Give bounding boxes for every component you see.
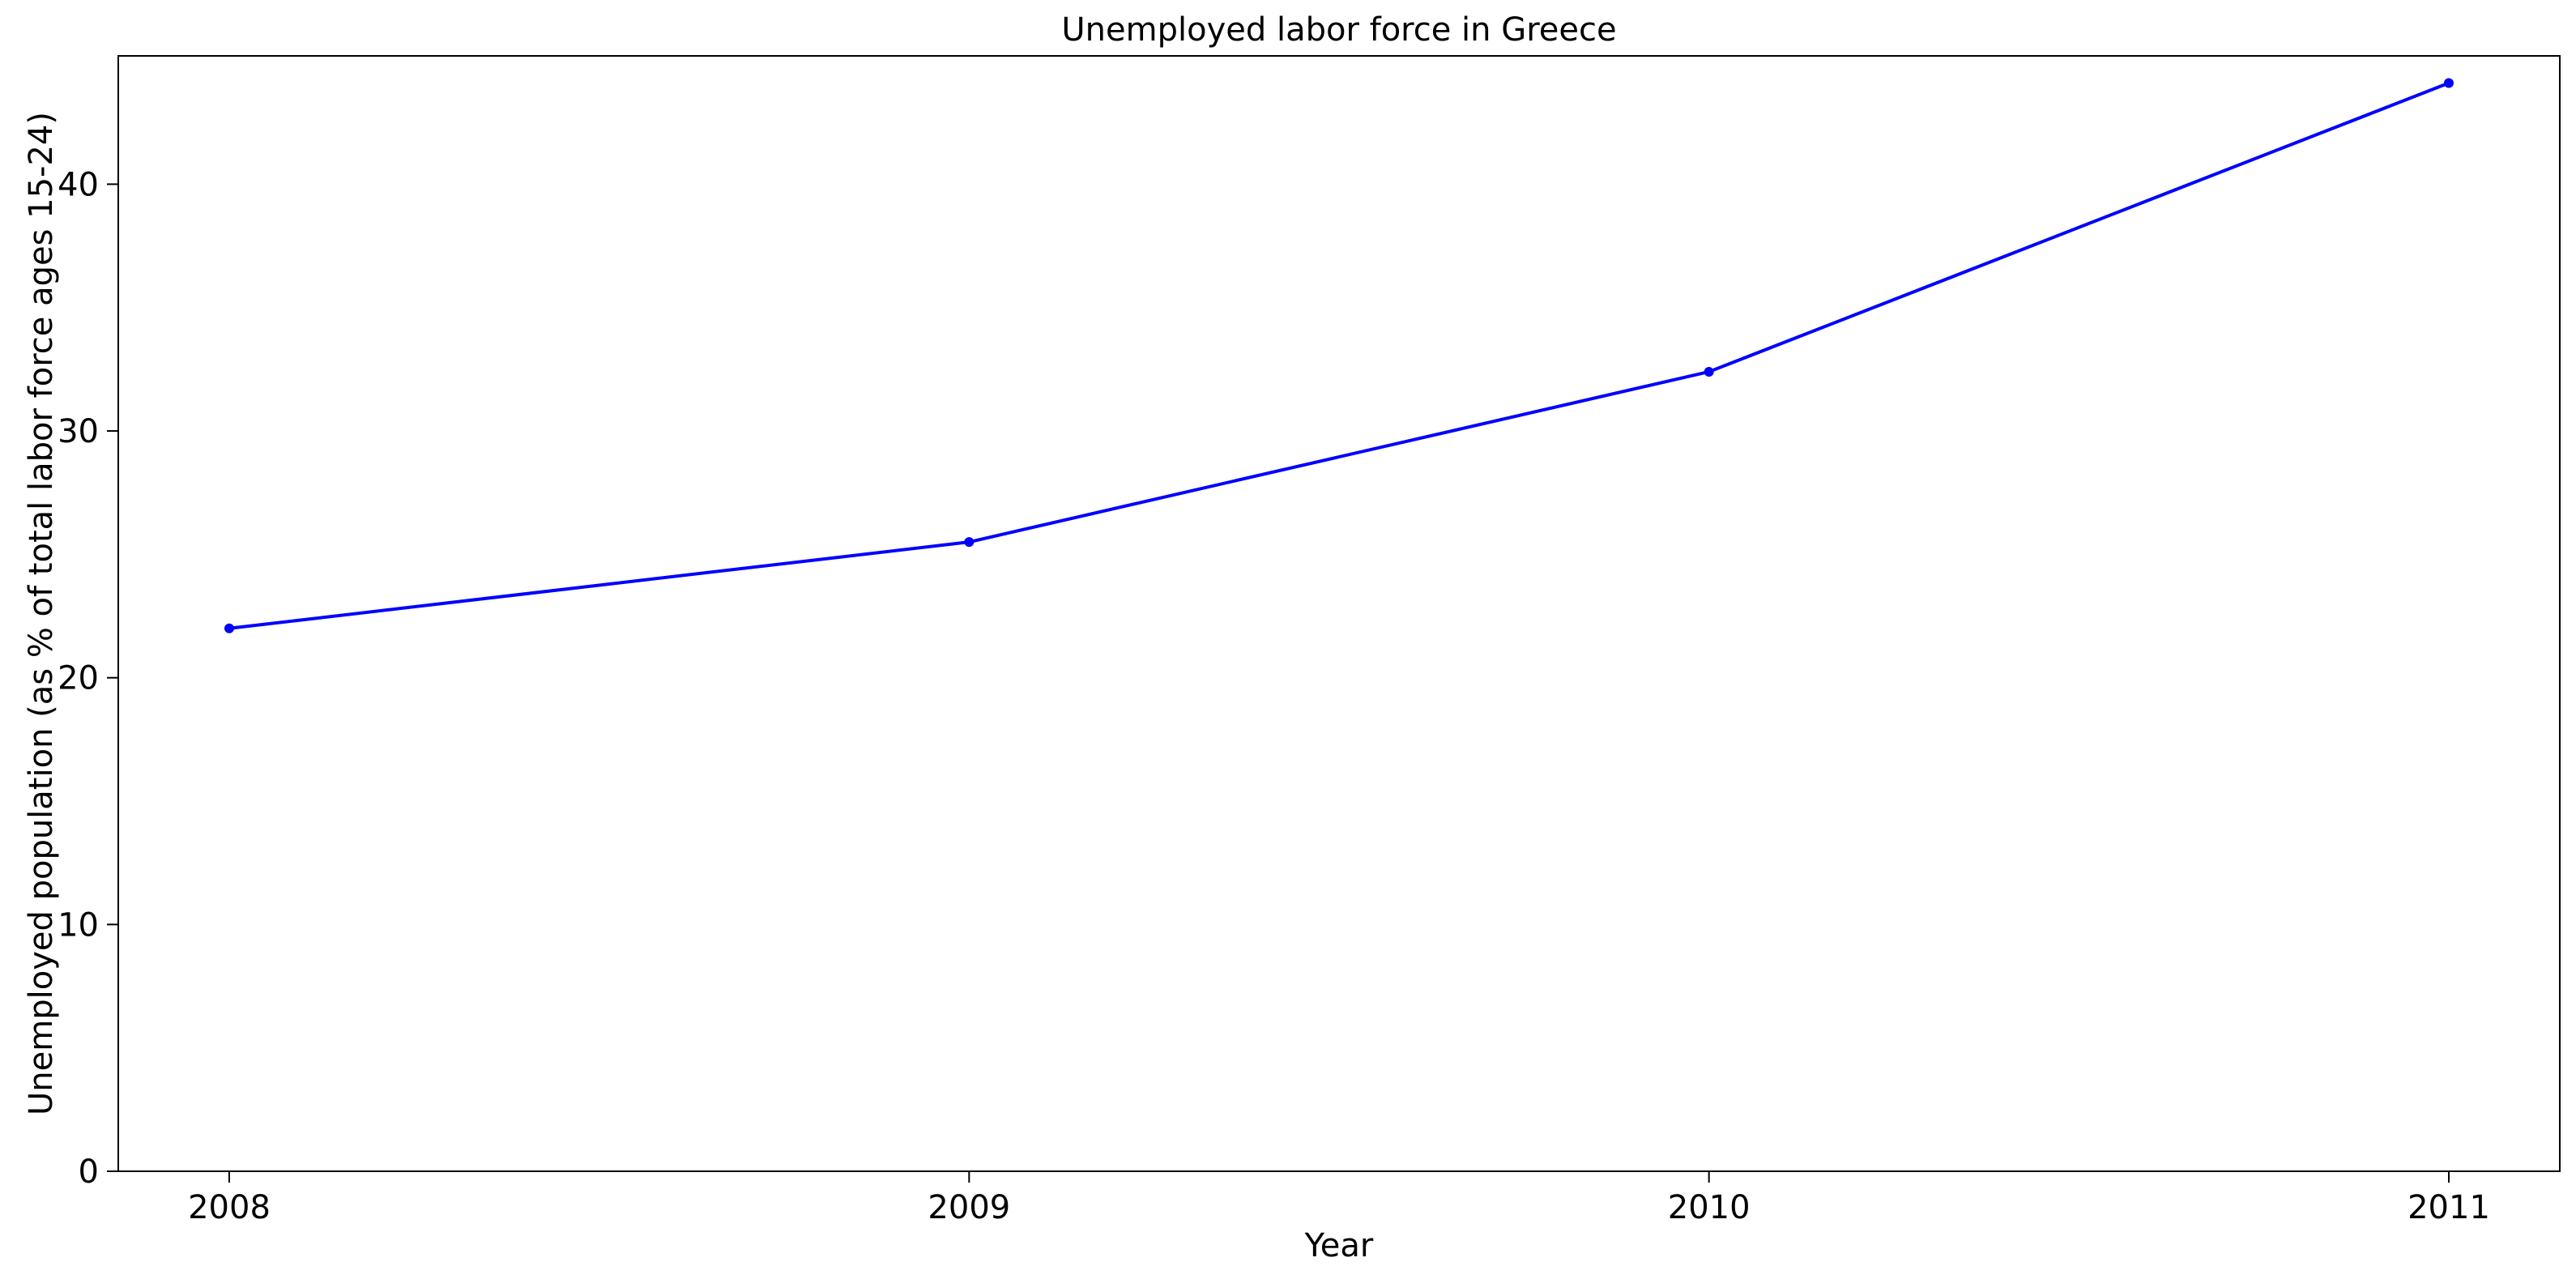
x-tick-label: 2009 — [928, 1189, 1010, 1226]
y-tick-label: 0 — [79, 1153, 99, 1191]
x-tick-label: 2010 — [1668, 1189, 1751, 1226]
y-tick-label: 20 — [58, 660, 99, 697]
data-point — [2444, 78, 2454, 88]
y-tick-label: 40 — [58, 166, 99, 203]
y-tick-label: 30 — [58, 413, 99, 450]
x-axis-title: Year — [1304, 1227, 1374, 1264]
chart-title: Unemployed labor force in Greece — [1061, 11, 1616, 49]
plot-frame — [117, 55, 2561, 1172]
data-point — [1704, 366, 1714, 377]
series-layer — [224, 78, 2454, 633]
y-axis-ticks: 0 10 20 30 40 — [58, 166, 118, 1191]
x-tick-label: 2008 — [188, 1189, 271, 1226]
y-tick-label: 10 — [58, 906, 99, 944]
y-axis-title: Unemployed population (as % of total lab… — [23, 112, 60, 1115]
data-point — [964, 537, 975, 548]
x-tick-label: 2011 — [2408, 1189, 2490, 1226]
plot-area: 0 10 20 30 40 2008 2009 2010 2011 — [58, 55, 2561, 1226]
x-axis-ticks: 2008 2009 2010 2011 — [188, 1171, 2490, 1226]
data-point — [224, 623, 234, 633]
series-line — [228, 81, 2450, 630]
